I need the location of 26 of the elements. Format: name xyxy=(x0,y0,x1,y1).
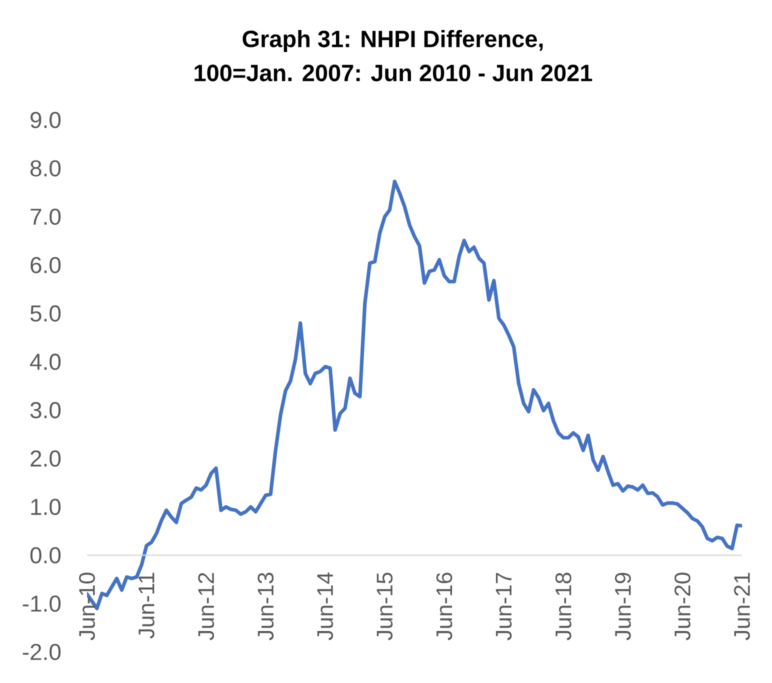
y-tick-label: 6.0 xyxy=(30,256,61,274)
x-tick-label: Jun-19 xyxy=(614,572,631,640)
x-tick-label: Jun-21 xyxy=(734,572,750,640)
y-tick-label: 4.0 xyxy=(30,354,61,370)
x-tick-label: Jun-20 xyxy=(674,572,690,640)
x-tick-label: Jun-18 xyxy=(555,572,572,640)
y-tick-label: 1.0 xyxy=(31,498,61,516)
y-tick-label: 0.0 xyxy=(30,547,61,564)
chart-subtitle: 100=Jan. 2007: Jun 2010 - Jun 2021 xyxy=(194,64,592,82)
x-tick-label: Jun-15 xyxy=(376,572,393,640)
x-tick-label: Jun-16 xyxy=(436,572,452,640)
x-tick-label: Jun-10 xyxy=(79,572,95,640)
y-tick-label: 8.0 xyxy=(30,160,61,176)
y-tick-label: -2.0 xyxy=(22,644,61,660)
x-tick-label: Jun-17 xyxy=(496,572,512,640)
x-tick-label: Jun-13 xyxy=(258,572,274,640)
y-tick-label: 2.0 xyxy=(30,450,61,467)
y-tick-label: 7.0 xyxy=(30,208,61,225)
x-tick-label: Jun-14 xyxy=(317,572,334,640)
x-tick-label: Jun-11 xyxy=(138,572,154,639)
chart-title: Graph 31: NHPI Difference, xyxy=(242,30,543,52)
y-tick-label: -1.0 xyxy=(22,595,61,612)
y-tick-label: 9.0 xyxy=(30,112,61,128)
x-tick-label: Jun-12 xyxy=(198,572,214,640)
y-tick-label: 3.0 xyxy=(30,402,61,418)
y-tick-label: 5.0 xyxy=(30,305,61,322)
